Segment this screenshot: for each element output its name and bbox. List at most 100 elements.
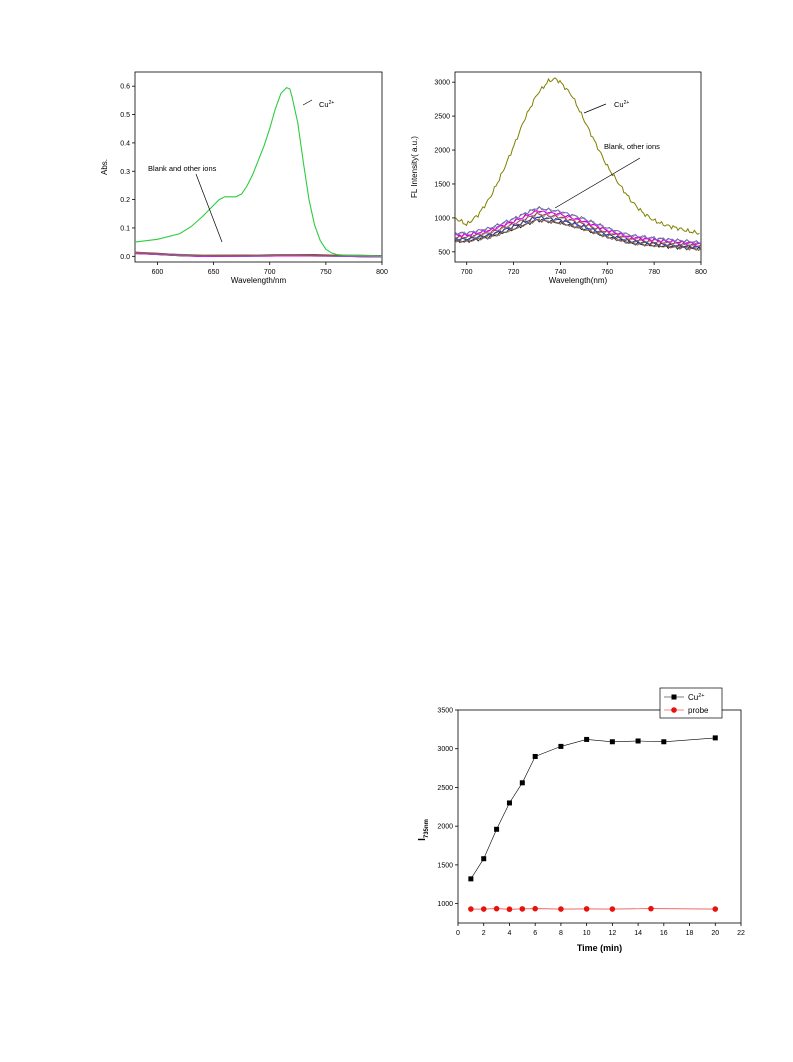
time-course-chart: 0 2 4 6 8 10 12 14 16 18 20 22 1000 1500 2000 2500 3000 3… xyxy=(417,687,745,953)
x-tick-label: 700 xyxy=(461,269,473,276)
y-tick-label: 0.0 xyxy=(120,254,130,261)
others-arrow xyxy=(195,173,223,243)
absorbance-chart: 600 650 700 750 800 0.0 0.1 0.2 0.3 0.4 0.5 0.6 Cu2+… xyxy=(100,71,388,285)
y-tick-label: 0.4 xyxy=(120,140,130,147)
x-tick-label: 750 xyxy=(320,269,332,276)
y-tick-label: 1500 xyxy=(437,862,453,869)
x-tick-label: 22 xyxy=(737,930,745,937)
cu-data-point xyxy=(661,739,667,745)
probe-data-point xyxy=(648,905,654,912)
probe-data-point xyxy=(609,906,616,912)
x-tick-label: 720 xyxy=(508,269,520,276)
x-tick-label: 4 xyxy=(508,930,512,937)
legend-marker-probe xyxy=(671,707,677,713)
x-tick-label: 20 xyxy=(711,930,719,937)
cu-data-point xyxy=(558,743,564,749)
x-tick-label: 600 xyxy=(152,269,164,276)
cu-data-point xyxy=(481,856,487,862)
cu-data-point xyxy=(506,800,512,806)
others-label: Blank, other ions xyxy=(604,142,660,151)
y-tick-label: 3500 xyxy=(437,708,453,715)
y-tick-label: 0.6 xyxy=(120,84,130,91)
fl-cu-line xyxy=(454,77,700,235)
probe-data-point xyxy=(712,906,719,912)
cu-data-point xyxy=(468,876,474,882)
others-label: Blank and other ions xyxy=(148,164,217,173)
legend: Cu2+ probe xyxy=(659,687,723,719)
y-tick-label: 1000 xyxy=(437,901,453,908)
y-tick-label: 3000 xyxy=(434,80,450,87)
cu-data-point xyxy=(532,753,538,759)
fl-other-ion-line xyxy=(454,218,702,251)
cu-arrow xyxy=(583,103,607,114)
y-tick-label: 3000 xyxy=(437,746,453,753)
abs-other-ion-line xyxy=(134,252,383,257)
fl-other-ion-line xyxy=(455,215,702,250)
fl-frame xyxy=(454,71,702,263)
x-tick-label: 780 xyxy=(648,269,660,276)
x-tick-label: 650 xyxy=(208,269,220,276)
x-tick-label: 2 xyxy=(482,930,486,937)
others-arrow xyxy=(554,157,641,209)
probe-data-point xyxy=(506,906,513,913)
probe-data-point xyxy=(583,906,590,912)
y-tick-label: 0.5 xyxy=(120,112,130,119)
cu-arrow xyxy=(302,99,313,106)
cu-series-line xyxy=(470,737,716,880)
x-tick-label: 0 xyxy=(456,930,460,937)
fl-other-ion-line xyxy=(454,212,702,247)
y-tick-label: 500 xyxy=(438,249,450,256)
x-tick-label: 8 xyxy=(559,930,563,937)
probe-data-point xyxy=(468,906,474,912)
y-axis-title: I735nm xyxy=(417,819,430,841)
x-tick-label: 800 xyxy=(695,269,707,276)
y-tick-label: 0.2 xyxy=(120,197,130,204)
cu-data-point xyxy=(494,826,500,832)
cu-data-point xyxy=(584,736,590,742)
y-axis-title: Abs. xyxy=(100,159,109,175)
cu-label-sup: 2+ xyxy=(624,100,630,106)
probe-data-point xyxy=(519,906,526,912)
y-axis-title-sub: 735nm xyxy=(424,819,430,838)
fl-other-ion-line xyxy=(455,209,702,246)
y-axis-title: FL Intensity( a.u.) xyxy=(410,136,419,198)
y-tick-label: 2000 xyxy=(434,148,450,155)
abs-cu-line xyxy=(134,86,383,257)
fl-other-ion-line xyxy=(454,206,702,244)
cu-label-sup: 2+ xyxy=(329,100,335,106)
y-tick-label: 2000 xyxy=(437,824,453,831)
x-tick-label: 16 xyxy=(660,930,668,937)
cu-label: Cu2+ xyxy=(319,100,334,109)
cu-data-point xyxy=(609,739,615,745)
y-tick-label: 2500 xyxy=(434,114,450,121)
fluorescence-chart: 700 720 740 760 780 800 500 1000 1500 2000 2500 300… xyxy=(410,71,707,285)
fl-other-ion-line xyxy=(454,215,702,250)
probe-data-point xyxy=(493,905,500,912)
time-frame xyxy=(457,709,742,924)
y-tick-label: 2500 xyxy=(437,785,453,792)
x-tick-label: 12 xyxy=(608,930,616,937)
legend-label-cu: Cu2+ xyxy=(688,693,705,702)
fl-other-ion-line xyxy=(454,218,702,252)
legend-label-cu-sup: 2+ xyxy=(698,693,704,699)
x-tick-label: 800 xyxy=(376,269,388,276)
y-tick-label: 0.3 xyxy=(120,169,130,176)
cu-label: Cu2+ xyxy=(614,100,629,109)
probe-data-point xyxy=(532,905,538,912)
x-tick-label: 18 xyxy=(686,930,694,937)
cu-data-point xyxy=(635,738,641,744)
x-axis-title: Wavelength(nm) xyxy=(549,276,608,285)
x-tick-label: 740 xyxy=(555,269,567,276)
x-tick-label: 10 xyxy=(583,930,591,937)
probe-data-point xyxy=(558,906,564,912)
y-tick-label: 1000 xyxy=(434,215,450,222)
x-axis-title: Wavelength/nm xyxy=(231,276,287,285)
abs-frame xyxy=(134,71,383,263)
probe-data-point xyxy=(480,906,487,912)
x-tick-label: 760 xyxy=(601,269,613,276)
cu-data-point xyxy=(519,780,525,786)
x-tick-label: 6 xyxy=(533,930,537,937)
legend-box xyxy=(659,687,723,719)
